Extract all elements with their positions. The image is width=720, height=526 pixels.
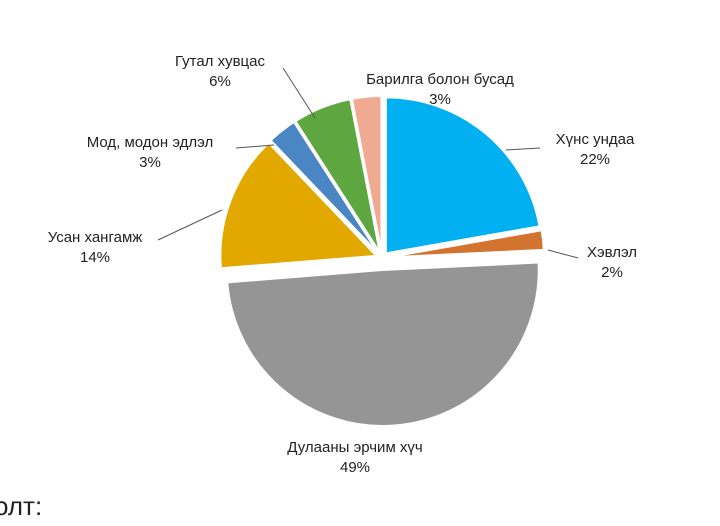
pie-slice — [384, 96, 541, 255]
pie-slice — [226, 261, 540, 427]
leader-line — [282, 67, 316, 119]
slice-label: Хүнс ундаа — [556, 131, 635, 148]
pie-slice — [387, 229, 545, 259]
slice-value-label: 2% — [601, 264, 623, 281]
slice-value-label: 3% — [139, 154, 161, 171]
footer-text: олт: — [0, 491, 42, 521]
slice-value-label: 14% — [80, 249, 110, 266]
leader-line — [157, 209, 223, 241]
leader-line — [547, 249, 579, 259]
slice-label: Мод, модон эдлэл — [87, 134, 214, 151]
leader-line — [235, 144, 275, 149]
leader-line — [505, 147, 541, 151]
slice-value-label: 22% — [580, 151, 610, 168]
slice-label: Хэвлэл — [587, 244, 637, 261]
slice-value-label: 49% — [340, 459, 370, 476]
slice-label: Усан хангамж — [48, 229, 143, 246]
slice-label: Барилга болон бусад — [366, 71, 514, 88]
slice-value-label: 3% — [429, 91, 451, 108]
slice-label: Дулааны эрчим хүч — [287, 439, 422, 456]
slice-value-label: 6% — [209, 73, 231, 90]
pie-slice — [219, 141, 379, 270]
pie-slice — [350, 95, 383, 253]
pie-slice — [294, 98, 381, 253]
slice-label: Гутал хувцас — [175, 53, 265, 70]
pie-slice — [269, 120, 380, 254]
